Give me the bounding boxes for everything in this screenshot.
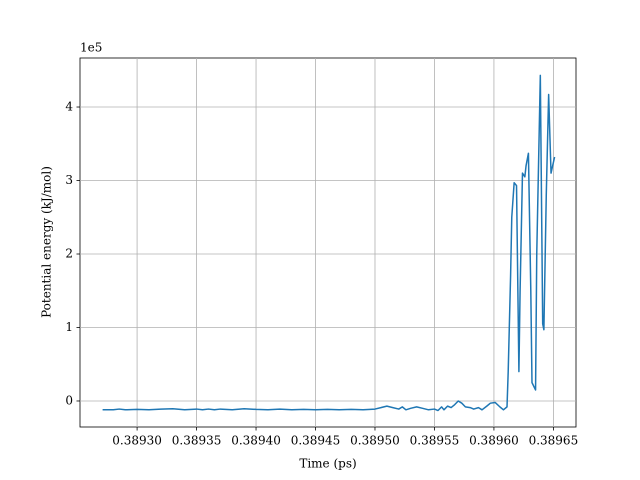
x-tick-label: 0.38955 [410,434,460,448]
x-tick-label: 0.38960 [469,434,519,448]
x-tick-label: 0.38935 [172,434,222,448]
y-offset-label: 1e5 [80,41,102,55]
x-tick-label: 0.38950 [350,434,400,448]
x-tick-label: 0.38945 [291,434,341,448]
y-tick-label: 1 [65,320,73,334]
y-tick-label: 3 [65,173,73,187]
y-tick-label: 2 [65,247,73,261]
x-tick-label: 0.38965 [529,434,579,448]
x-tick-label: 0.38930 [112,434,162,448]
y-tick-label: 0 [65,393,73,407]
y-axis-label: Potential energy (kJ/mol) [40,166,54,318]
x-tick-label: 0.38940 [231,434,281,448]
x-axis-label: Time (ps) [299,457,356,471]
plot-frame [79,57,577,428]
y-tick-label: 4 [65,100,73,114]
data-line [102,74,556,412]
